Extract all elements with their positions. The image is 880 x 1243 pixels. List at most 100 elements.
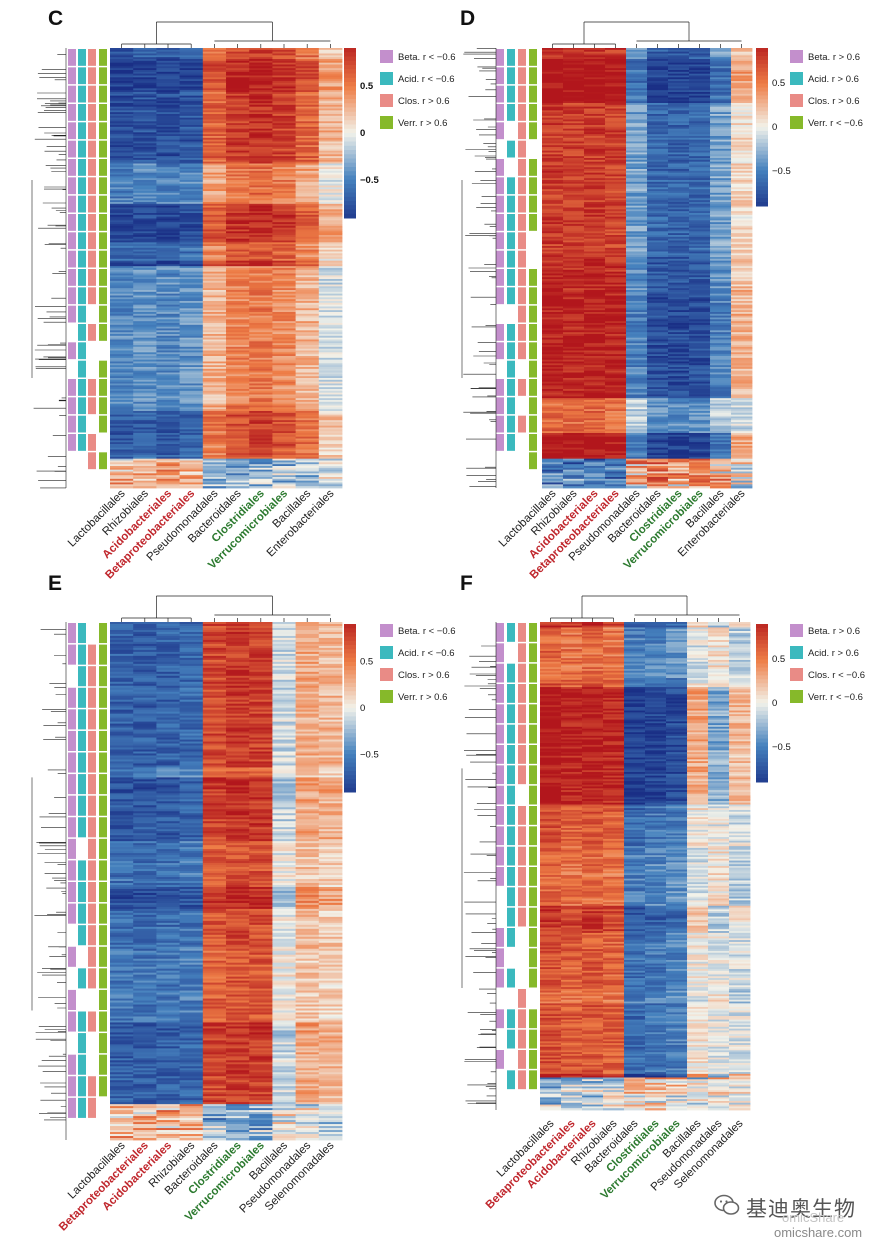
heatmap-cell: [626, 77, 648, 80]
heatmap-cell: [179, 379, 204, 383]
heatmap-cell: [584, 356, 606, 359]
heatmap-cell: [563, 374, 585, 377]
heatmap-cell: [563, 81, 585, 84]
heatmap-cell: [689, 343, 711, 346]
heatmap-cell: [605, 187, 627, 190]
heatmap-cell: [110, 240, 134, 243]
heatmap-cell: [179, 68, 204, 71]
heatmap-cell: [133, 434, 157, 438]
heatmap-cell: [647, 447, 669, 450]
heatmap-cell: [731, 75, 753, 78]
heatmap-cell: [710, 304, 732, 307]
heatmap-cell: [731, 244, 753, 247]
heatmap-cell: [668, 246, 690, 249]
heatmap-cell: [133, 376, 157, 379]
heatmap-cell: [133, 101, 157, 104]
heatmap-cell: [668, 240, 690, 243]
heatmap-cell: [668, 77, 690, 80]
heatmap-cell: [542, 233, 564, 236]
heatmap-cell: [605, 304, 627, 307]
heatmap-cell: [668, 374, 690, 377]
heatmap-cell: [668, 266, 690, 269]
heatmap-cell: [202, 172, 227, 175]
heatmap-cell: [731, 262, 753, 265]
heatmap-cell: [110, 381, 134, 384]
heatmap-cell: [668, 385, 690, 388]
heatmap-cell: [542, 141, 564, 144]
heatmap-cell: [156, 460, 180, 463]
heatmap-cell: [156, 361, 180, 364]
heatmap-cell: [295, 117, 320, 120]
heatmap-cell: [226, 273, 250, 276]
heatmap-cell: [156, 178, 180, 181]
heatmap-cell: [156, 75, 180, 78]
heatmap-cell: [542, 356, 564, 359]
heatmap-cell: [133, 343, 157, 346]
heatmap-cell: [605, 99, 627, 102]
annotation-segment: [68, 159, 76, 176]
heatmap-cell: [710, 381, 732, 384]
heatmap-cell: [647, 181, 669, 185]
heatmap-cell: [710, 48, 732, 51]
heatmap-cell: [110, 302, 134, 306]
heatmap-cell: [202, 132, 227, 135]
heatmap-cell: [584, 202, 606, 205]
heatmap-cell: [249, 480, 273, 483]
heatmap-cell: [710, 209, 732, 212]
heatmap-cell: [202, 363, 227, 366]
heatmap-cell: [563, 55, 585, 58]
heatmap-cell: [626, 308, 648, 311]
heatmap-cell: [156, 427, 180, 430]
heatmap-cell: [668, 447, 690, 450]
heatmap-cell: [110, 136, 134, 139]
heatmap-cell: [647, 176, 669, 179]
heatmap-cell: [542, 291, 564, 295]
heatmap-cell: [647, 273, 669, 276]
heatmap-cell: [605, 337, 627, 340]
heatmap-cell: [110, 163, 134, 166]
heatmap-cell: [249, 385, 273, 388]
heatmap-cell: [647, 60, 669, 64]
heatmap-cell: [226, 403, 250, 406]
heatmap-cell: [731, 455, 753, 458]
heatmap-cell: [110, 121, 134, 124]
heatmap-cell: [295, 73, 320, 76]
heatmap-cell: [626, 433, 648, 436]
heatmap-cell: [202, 128, 227, 131]
heatmap-cell: [542, 368, 564, 372]
heatmap-cell: [731, 444, 753, 447]
heatmap-cell: [179, 114, 204, 117]
heatmap-cell: [226, 125, 250, 128]
heatmap-cell: [731, 82, 753, 86]
heatmap-cell: [605, 409, 627, 412]
heatmap-cell: [668, 222, 690, 225]
annotation-segment: [99, 49, 107, 66]
heatmap-cell: [605, 137, 627, 141]
heatmap-cell: [249, 445, 273, 449]
heatmap-cell: [202, 367, 227, 370]
heatmap-cell: [710, 192, 732, 196]
heatmap-cell: [249, 130, 273, 133]
heatmap-cell: [605, 271, 627, 274]
heatmap-cell: [626, 376, 648, 379]
heatmap-cell: [179, 180, 204, 183]
heatmap-cell: [542, 423, 564, 427]
heatmap-cell: [689, 110, 711, 113]
heatmap-cell: [110, 365, 134, 368]
heatmap-cell: [179, 436, 204, 439]
heatmap-cell: [584, 302, 606, 306]
heatmap-cell: [226, 141, 250, 144]
heatmap-cell: [689, 405, 711, 408]
heatmap-cell: [668, 304, 690, 307]
heatmap-cell: [584, 354, 606, 357]
colorbar-step: [344, 56, 356, 62]
heatmap-cell: [156, 227, 180, 230]
heatmap-cell: [272, 471, 296, 474]
heatmap-cell: [647, 279, 669, 282]
heatmap-cell: [179, 150, 204, 153]
heatmap-cell: [668, 66, 690, 69]
heatmap-cell: [710, 313, 732, 317]
heatmap-cell: [318, 337, 343, 340]
heatmap-cell: [249, 279, 273, 282]
heatmap-cell: [272, 203, 296, 207]
